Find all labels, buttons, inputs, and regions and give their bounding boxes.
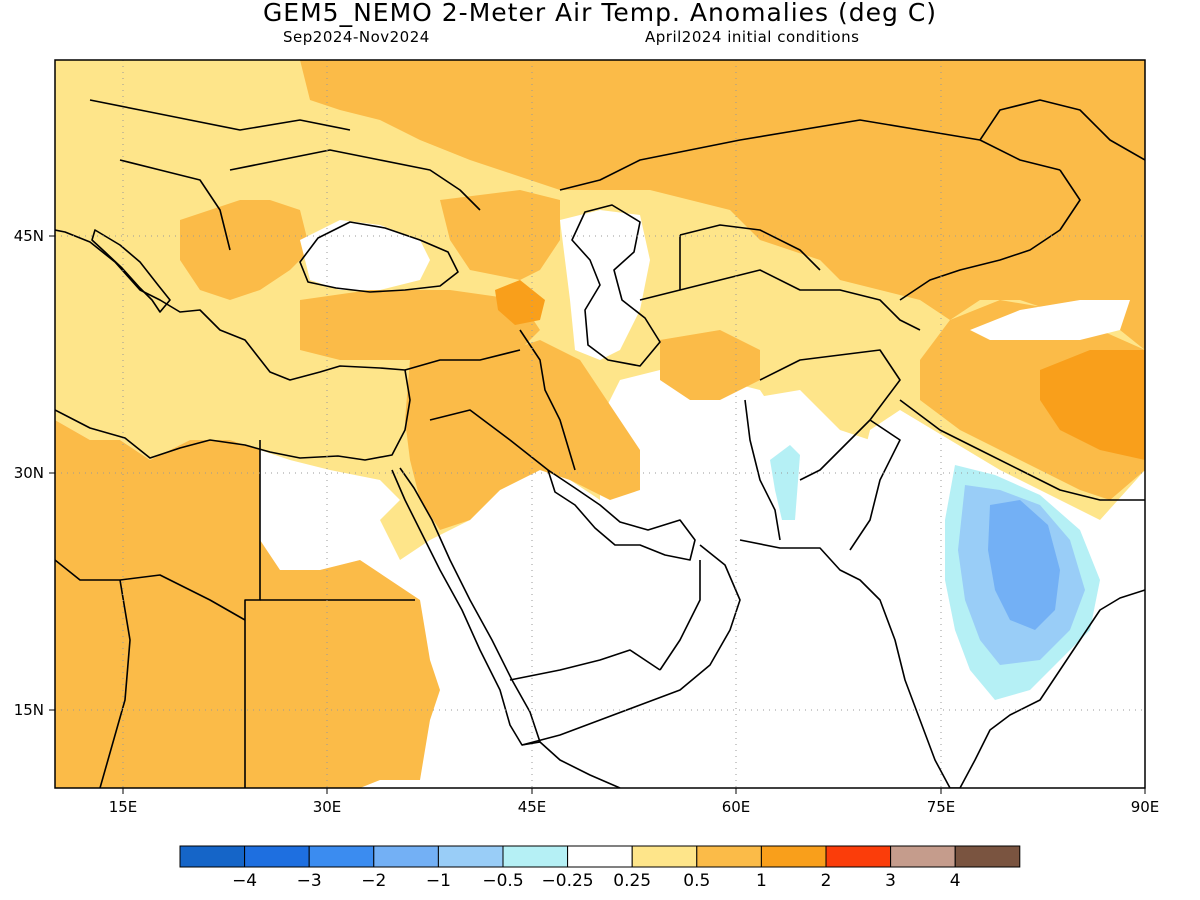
- anomaly-region-balkans: [180, 200, 310, 300]
- colorbar-label: −2: [361, 871, 386, 891]
- colorbar-label: −0.5: [482, 871, 523, 891]
- anomaly-region-north-africa: [55, 420, 440, 788]
- anomaly-neutral-caspian: [560, 210, 650, 360]
- anomaly-region-central-asia: [440, 190, 560, 280]
- border-india-pakistan: [849, 419, 901, 551]
- border-turkey-syria: [404, 349, 521, 371]
- border-mongolia: [979, 99, 1145, 161]
- colorbar-swatch: [631, 845, 698, 868]
- border-europe-east: [229, 149, 481, 211]
- anomaly-region-tibet: [920, 300, 1145, 500]
- border-central-asia: [639, 269, 921, 331]
- colorbar-label: −0.25: [542, 871, 594, 891]
- colorbar-swatch: [244, 845, 310, 868]
- red-sea-coast: [391, 467, 541, 746]
- colorbar-swatch: [437, 845, 504, 868]
- colorbar-swatch: [502, 845, 569, 868]
- colorbar-swatch: [760, 845, 827, 868]
- colorbar-swatch: [179, 845, 246, 868]
- anomaly-neutral-arabia: [500, 500, 740, 720]
- caspian-sea-coast: [571, 204, 661, 367]
- colorbar-swatch: [696, 845, 762, 868]
- anomaly-region-iran: [660, 330, 760, 400]
- black-sea-coast: [299, 221, 459, 293]
- border-russia-kazakhstan: [559, 119, 1061, 191]
- colorbar-swatch: [825, 845, 892, 868]
- border-oman: [659, 560, 701, 671]
- anomaly-region-turkey: [300, 290, 540, 360]
- anomaly-shading: [55, 60, 1145, 788]
- colorbar-label: −4: [232, 871, 257, 891]
- border-kazakhstan-south: [679, 224, 821, 271]
- colorbar-swatch: [308, 845, 375, 868]
- border-libya-egypt: [244, 440, 261, 788]
- colorbar-label: 3: [885, 871, 896, 891]
- map-plot-area: [55, 60, 1145, 788]
- x-tick-label: 75E: [927, 798, 956, 816]
- border-europe-north: [89, 99, 351, 131]
- coastlines-borders: [55, 99, 1145, 788]
- colorbar-label: 0.25: [613, 871, 651, 891]
- colorbar-swatch: [567, 845, 633, 868]
- colorbar-label: −1: [426, 871, 451, 891]
- border-saudi-iraq: [429, 409, 549, 471]
- colorbar-label: 1: [756, 871, 767, 891]
- border-afghanistan-pakistan: [759, 349, 901, 481]
- colorbar: −4 −3 −2 −1 −0.5 −0.25 0.25 0.5 1 2 3 4: [179, 845, 1021, 891]
- mediterranean-coast: [55, 229, 411, 461]
- colorbar-swatch: [954, 845, 1021, 868]
- border-chad-niger: [99, 579, 131, 788]
- x-tick-label: 15E: [109, 798, 138, 816]
- x-tick-label: 60E: [722, 798, 751, 816]
- x-tick-label: 30E: [313, 798, 342, 816]
- anomaly-region-caucasus-strong: [495, 280, 545, 325]
- border-chad-libya: [55, 559, 246, 621]
- border-kazakhstan-china: [899, 169, 1081, 301]
- colorbar-label: 4: [950, 871, 961, 891]
- map-frame: [54, 59, 1146, 789]
- anomaly-neutral-black-sea: [300, 220, 430, 290]
- tick-marks: [49, 235, 1146, 794]
- border-iran-afghanistan: [744, 399, 781, 541]
- y-tick-label: 15N: [14, 701, 44, 719]
- anomaly-neutral-pamir: [970, 300, 1130, 340]
- anomaly-region-middle-east: [405, 340, 640, 530]
- colorbar-swatch: [890, 845, 956, 868]
- border-iran-iraq: [519, 329, 576, 471]
- graticule: [55, 60, 1145, 788]
- initial-conditions: April2024 initial conditions: [645, 28, 860, 46]
- y-tick-label: 45N: [14, 227, 44, 245]
- y-tick-label: 30N: [14, 464, 44, 482]
- italy-coast: [91, 229, 171, 313]
- border-india-nepal-china: [899, 399, 1145, 501]
- colorbar-swatch: [373, 845, 439, 868]
- border-europe-central: [119, 159, 231, 251]
- colorbar-label: 0.5: [683, 871, 710, 891]
- chart-title: GEM5_NEMO 2-Meter Air Temp. Anomalies (d…: [262, 0, 938, 27]
- forecast-period: Sep2024-Nov2024: [283, 28, 430, 46]
- persian-gulf-coast: [547, 469, 696, 561]
- x-tick-label: 90E: [1131, 798, 1160, 816]
- anomaly-region-iran-cool: [770, 445, 800, 520]
- anomaly-region-tibet-strong: [1040, 350, 1145, 460]
- colorbar-label: 2: [821, 871, 832, 891]
- x-tick-label: 45E: [518, 798, 547, 816]
- arabian-peninsula-coast: [521, 544, 741, 746]
- anomaly-region-india-cool-strong: [988, 500, 1060, 630]
- horn-of-africa-coast: [539, 741, 621, 788]
- colorbar-label: −3: [297, 871, 322, 891]
- india-coastline: [739, 539, 1145, 788]
- border-saudi-yemen: [509, 649, 661, 681]
